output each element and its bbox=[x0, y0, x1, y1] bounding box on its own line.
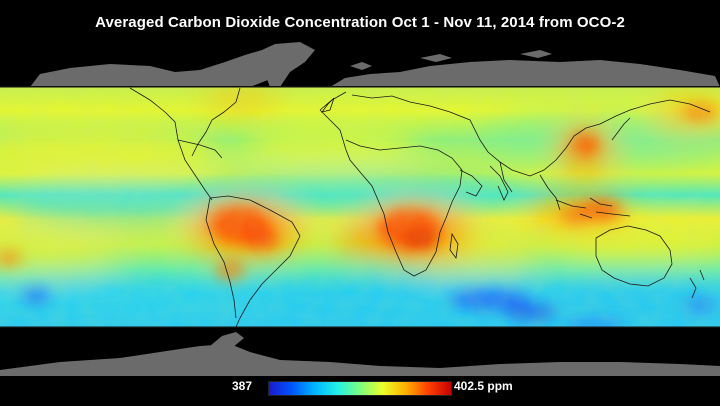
coastline-south-america bbox=[205, 195, 301, 327]
land-antarctic-peninsula bbox=[210, 332, 244, 348]
coastlines bbox=[129, 87, 711, 327]
land-outside-data bbox=[0, 42, 720, 376]
coastline-japan bbox=[611, 117, 631, 141]
land-antarctica bbox=[0, 344, 720, 376]
land-islands-north bbox=[350, 50, 552, 70]
co2-data-band bbox=[0, 87, 720, 327]
coastline-australia bbox=[595, 225, 673, 287]
land-greenland bbox=[262, 42, 315, 87]
land-north-america-top bbox=[30, 50, 300, 87]
coastline-new-zealand bbox=[689, 269, 705, 299]
band-bottom-edge bbox=[0, 326, 720, 328]
band-top-edge bbox=[0, 86, 720, 88]
coastline-north-america bbox=[129, 87, 241, 201]
coastline-asia bbox=[429, 99, 711, 211]
coastline-indonesia bbox=[555, 197, 631, 219]
land-eurasia-top bbox=[330, 60, 720, 87]
coastline-arabia-india bbox=[459, 165, 509, 201]
coastline-uk bbox=[321, 97, 335, 113]
map-title: Averaged Carbon Dioxide Concentration Oc… bbox=[95, 14, 625, 31]
coastline-madagascar bbox=[449, 232, 459, 260]
